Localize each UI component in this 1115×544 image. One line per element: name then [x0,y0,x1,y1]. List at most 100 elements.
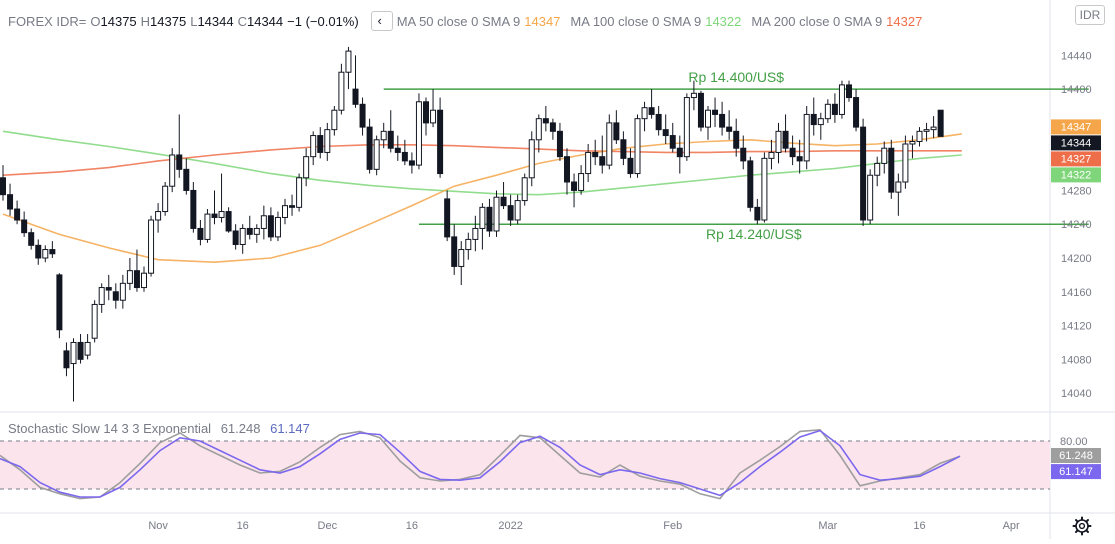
candle-down [627,157,634,175]
candle-down [359,103,366,128]
low-value: 14344 [197,13,234,29]
candle-up [817,118,824,126]
candle-up [345,50,352,73]
stochastic-price-box [1051,464,1101,480]
candle-down [423,101,429,124]
candle-up [260,215,267,229]
price-label-text: 14327 [1061,153,1092,165]
candle-down [564,156,570,183]
collapse-legend-button[interactable]: ‹ [370,11,393,31]
gear-icon[interactable] [1072,516,1092,536]
candle-up [634,118,641,175]
candle-down [669,135,676,149]
currency-button[interactable]: IDR [1075,5,1105,25]
candle-down [662,129,669,137]
candle-up [42,249,49,259]
x-tick-label: Nov [148,520,168,532]
high-label: H [140,13,151,29]
stochastic-pane: 80.00 61.248 61.147 [0,428,1101,500]
x-tick-label: 16 [237,520,249,532]
candle-up [867,174,874,221]
candle-up [458,249,465,267]
candle-up [803,113,810,162]
candle-down [21,219,28,234]
candle-up [578,173,585,191]
price-label-box [1051,119,1101,135]
candle-up [296,177,303,208]
price-label-text: 14322 [1061,169,1092,181]
candle-down [500,196,507,207]
candle-down [846,84,852,99]
stochastic-d-value: 61.147 [270,421,310,436]
stochastic-legend: Stochastic Slow 14 3 3 Exponential 61.24… [8,421,316,436]
candle-down [401,151,408,162]
candle-up [895,181,902,193]
candle-down [246,227,253,235]
price-label-text: 14344 [1061,137,1092,149]
candle-down [733,130,740,149]
chevron-left-icon: ‹ [377,13,382,28]
y-tick-label: 14440 [1061,50,1092,62]
candle-up [923,129,930,132]
price-label-box [1051,135,1101,151]
candle-down [747,160,754,208]
candle-down [888,147,895,193]
candle-up [204,213,211,240]
candle-down [542,118,549,124]
candle-down [697,92,704,128]
stochastic-title[interactable]: Stochastic Slow 14 3 3 Exponential [8,421,212,436]
candle-up [465,238,472,251]
stochastic-k-value: 61.248 [220,421,261,436]
price-label-box [1051,151,1101,167]
candle-down [190,189,197,229]
candle-down [317,135,324,153]
candle-up [155,211,162,221]
ma50-value: 14347 [524,13,561,29]
candle-down [613,122,620,141]
candle-down [571,181,578,191]
candle-up [514,200,521,221]
price-label-box [1051,167,1101,183]
y-tick-label: 14080 [1061,354,1092,366]
candle-down [853,97,860,128]
sma50-line [2,133,962,264]
stochastic-price-box [1051,448,1101,464]
candle-up [415,101,422,166]
stochastic-d-line [0,429,961,498]
candle-down [28,232,35,246]
ma200-label[interactable]: MA 200 close 0 SMA 9 [751,13,883,29]
y-tick-label: 14120 [1061,321,1092,333]
candle-down [77,341,84,360]
candle-down [105,287,112,291]
candle-up [479,206,486,229]
candle-up [430,109,437,124]
candle-down [225,211,232,232]
candle-down [112,291,119,301]
candle-down [49,249,56,255]
candle-up [916,130,923,142]
candle-up [683,97,690,158]
ma50-label[interactable]: MA 50 close 0 SMA 9 [396,13,521,29]
candle-up [169,154,176,187]
candle-down [648,107,655,115]
candle-down [232,230,239,245]
candle-down [937,109,944,137]
candle-up [70,341,77,365]
candle-up [218,211,225,218]
candle-up [930,126,937,131]
x-tick-label: 16 [913,520,925,532]
symbol-name[interactable]: FOREX IDR= [8,13,87,29]
ma100-label[interactable]: MA 100 close 0 SMA 9 [570,13,702,29]
candle-down [740,147,747,162]
candle-up [373,139,380,170]
candle-up [126,270,133,284]
candle-down [782,130,789,149]
candles [0,46,944,402]
level-label-1: Rp 14.240/US$ [706,226,802,242]
candle-down [267,215,274,238]
candle-down [831,103,838,115]
candle-down [676,147,683,158]
candle-up [761,157,768,221]
